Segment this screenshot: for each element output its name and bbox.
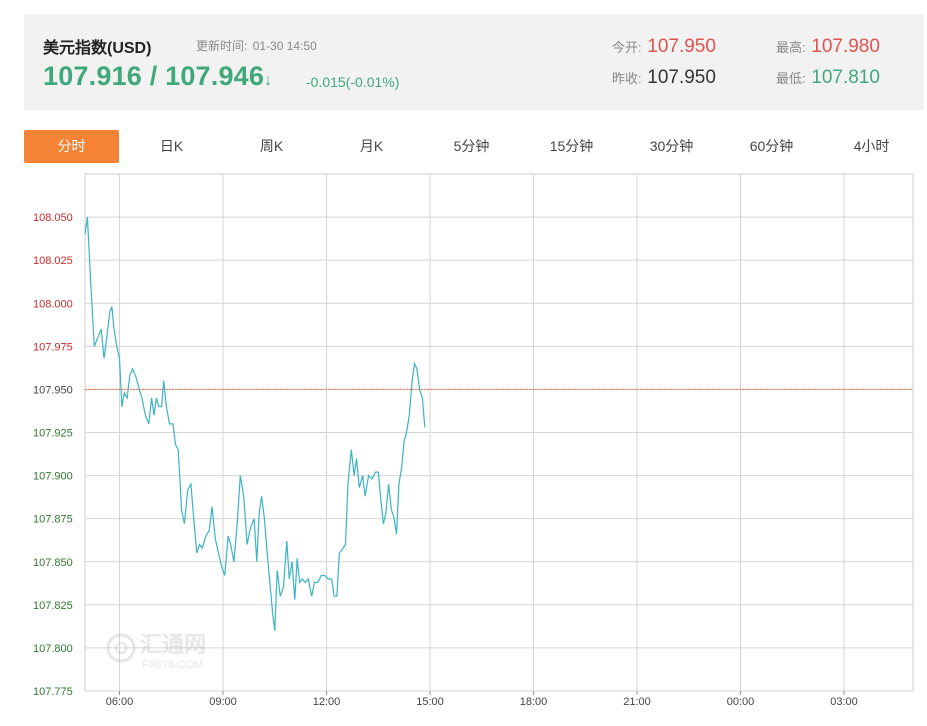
update-time-label: 更新时间:: [196, 39, 248, 53]
price-text: 107.916 / 107.946: [43, 61, 265, 91]
x-tick-label: 18:00: [520, 696, 548, 708]
update-time-value: 01-30 14:50: [252, 39, 317, 53]
price-change: -0.015(-0.01%): [306, 74, 400, 90]
y-tick-label: 107.800: [33, 643, 73, 655]
watermark-name: 汇通网: [140, 632, 206, 657]
y-tick-label: 108.025: [33, 255, 73, 267]
high-label: 最高:: [776, 40, 806, 55]
high-stat: 最高: 107.980: [776, 36, 880, 58]
x-tick-label: 12:00: [313, 696, 341, 708]
x-tick-label: 09:00: [209, 696, 237, 708]
update-time: 更新时间: 01-30 14:50: [194, 37, 317, 54]
page-title: 美元指数(USD): [43, 40, 152, 57]
open-value: 107.950: [647, 36, 716, 57]
tab-5min[interactable]: 5分钟: [453, 138, 490, 154]
x-tick-label: 21:00: [623, 696, 651, 708]
x-tick-label: 03:00: [830, 696, 858, 708]
price-series-line: [84, 217, 426, 631]
tab-60min[interactable]: 60分钟: [749, 138, 794, 154]
y-tick-label: 107.825: [33, 600, 73, 612]
y-tick-label: 107.850: [33, 557, 73, 569]
tab-weekly-k[interactable]: 周K: [259, 138, 284, 154]
y-tick-label: 107.975: [33, 341, 73, 353]
y-axis-labels: 108.050 108.025 108.000 107.975 107.950 107.9…: [33, 212, 73, 698]
watermark-logo-icon: [106, 633, 136, 663]
x-tick-label: 06:00: [106, 696, 134, 708]
tab-monthly-k[interactable]: 月K: [359, 138, 384, 154]
y-tick-label: 107.900: [33, 471, 73, 483]
tab-daily-k[interactable]: 日K: [159, 138, 184, 154]
tab-15min[interactable]: 15分钟: [549, 138, 594, 154]
y-tick-label: 107.925: [33, 428, 73, 440]
low-stat: 最低: 107.810: [776, 67, 880, 89]
watermark-logo-inner: [115, 642, 127, 654]
intraday-chart: 汇通网 FX678.COM 108.050 108.025 108.000 107.9…: [33, 173, 914, 708]
down-arrow-icon: ↓: [264, 72, 273, 89]
quote-header: 美元指数(USD) 更新时间: 01-30 14:50 107.916 / 10…: [24, 14, 924, 110]
x-tick-label: 00:00: [727, 696, 755, 708]
x-tick-label: 15:00: [416, 696, 444, 708]
period-tabs: 分时 日K 周K 月K 5分钟 15分钟 30分钟 60分钟 4小时: [24, 130, 924, 163]
prev-close-value: 107.950: [647, 67, 716, 88]
watermark: 汇通网 FX678.COM: [106, 632, 206, 671]
tab-intraday[interactable]: 分时: [24, 130, 119, 163]
high-value: 107.980: [811, 36, 880, 57]
x-axis-labels: 06:00 09:00 12:00 15:00 18:00 21:00 00:00 03:00: [106, 696, 858, 708]
y-tick-label: 107.950: [33, 384, 73, 396]
watermark-site: FX678.COM: [142, 659, 203, 671]
prev-close-stat: 昨收: 107.950: [612, 67, 716, 89]
low-label: 最低:: [776, 71, 806, 86]
y-tick-label: 107.775: [33, 686, 73, 698]
y-tick-label: 108.050: [33, 212, 73, 224]
open-stat: 今开: 107.950: [612, 36, 716, 58]
bid-ask-price: 107.916 / 107.946↓: [43, 61, 272, 92]
y-tick-label: 107.875: [33, 514, 73, 526]
tab-30min[interactable]: 30分钟: [649, 138, 694, 154]
y-tick-label: 108.000: [33, 298, 73, 310]
open-label: 今开:: [612, 40, 642, 55]
prev-close-label: 昨收:: [612, 71, 642, 86]
tab-4hour[interactable]: 4小时: [853, 138, 890, 154]
low-value: 107.810: [811, 67, 880, 88]
chart-grid: [84, 173, 914, 695]
